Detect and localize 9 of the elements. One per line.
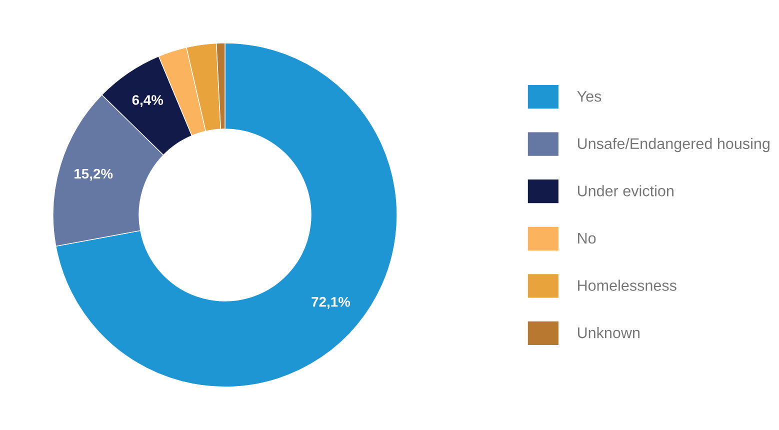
legend-label: Under eviction: [578, 185, 674, 196]
legend-label: Yes: [577, 91, 602, 102]
data-label: 6,4%: [132, 95, 164, 107]
legend-label: No: [578, 232, 596, 244]
data-label: 72,1%: [312, 296, 350, 309]
data-label: 15,2%: [74, 168, 113, 181]
legend-label: Unknown: [578, 326, 640, 338]
legend-label: Homelessness: [578, 280, 676, 291]
legend-label: Unsafe/Endangered housing: [578, 138, 770, 152]
